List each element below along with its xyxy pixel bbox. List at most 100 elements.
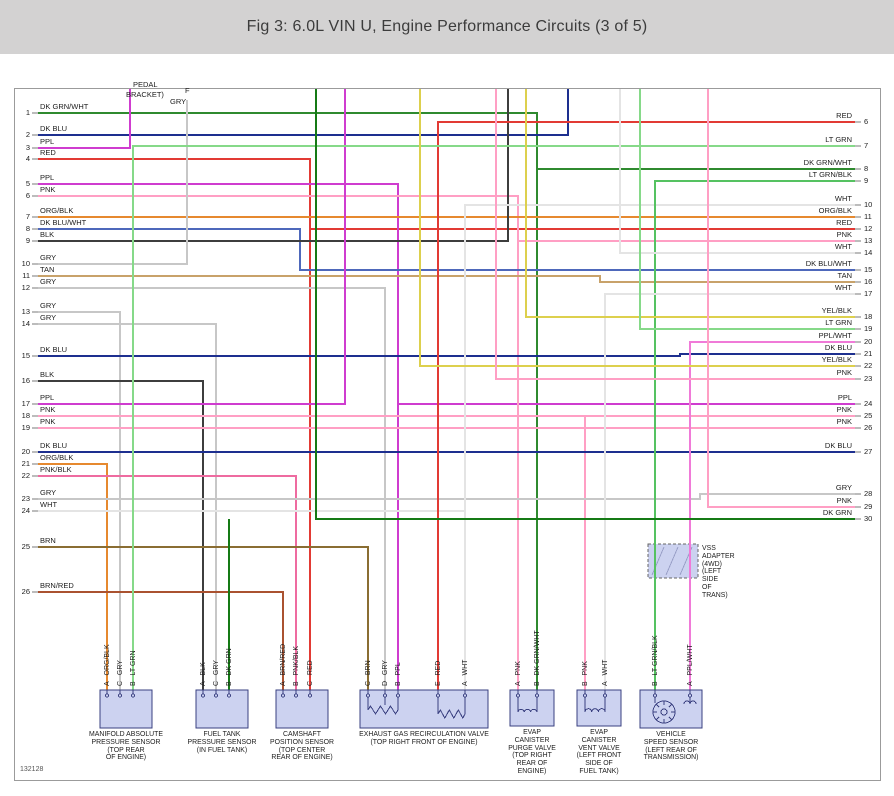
wire-lt-grn	[132, 145, 855, 690]
right-pin-number: 16	[864, 277, 873, 286]
right-pin-wire-label: PPL	[837, 393, 852, 402]
vss-hub	[660, 708, 668, 716]
right-pin-number: 19	[864, 324, 873, 333]
wire-gry	[38, 100, 188, 265]
left-pin-number: 5	[25, 179, 30, 188]
vss-adapter-label-line: (4WD)	[702, 560, 722, 568]
manifold-absolute-pressure-sensor-pin-terminal	[130, 693, 136, 698]
figure-id: 132128	[20, 766, 44, 773]
left-pin-wire-label: BRN/RED	[40, 581, 74, 590]
right-pin-number: 27	[864, 447, 873, 456]
wire-dk-blu	[38, 89, 569, 136]
right-pin-number: 26	[864, 423, 873, 432]
wire-pnk	[38, 195, 519, 690]
left-pin-wire-label: DK BLU	[40, 345, 68, 354]
left-pin-wire-label: DK BLU/WHT	[40, 218, 87, 227]
right-pin-wire-label: DK GRN	[822, 508, 852, 517]
left-pin-number: 24	[21, 506, 30, 515]
wire-pnk	[495, 89, 855, 380]
caption-line: ENGINE)	[517, 767, 547, 775]
wire-red	[38, 158, 311, 690]
left-pin-number: 9	[25, 236, 30, 245]
left-pin-wire-label: PNK/BLK	[40, 465, 72, 474]
exhaust-gas-recirculation-valve-caption: EXHAUST GAS RECIRCULATION VALVE (TOP RIGH…	[349, 731, 499, 747]
connector-pin-label: A BLK	[200, 662, 207, 686]
right-pin-number: 29	[864, 502, 873, 511]
connector-pin-label: C GRY	[117, 660, 124, 686]
vss-adapter-label-line: ADAPTER	[702, 552, 735, 560]
left-pin-wire-label: GRY	[40, 488, 57, 497]
left-pin-number: 11	[22, 271, 30, 280]
right-pin-wire-label: WHT	[834, 283, 852, 292]
manifold-absolute-pressure-sensor-caption: MANIFOLD ABSOLUTE PRESSURE SENSOR (TOP REA…	[51, 731, 201, 762]
wire-gry	[38, 323, 217, 690]
left-pin-wire-label: BRN	[40, 536, 56, 545]
right-pin-number: 11	[864, 212, 872, 221]
left-pin-number: 2	[25, 130, 30, 139]
connector-pin-label: A PPL/WHT	[687, 644, 694, 686]
left-pin-number: 18	[21, 411, 30, 420]
top-annotation: F	[185, 86, 190, 95]
caption-line: (LEFT REAR OF	[645, 746, 697, 754]
right-pin-wire-label: DK BLU	[824, 343, 852, 352]
right-pin-number: 6	[864, 117, 869, 126]
caption-line: PURGE VALVE	[508, 744, 556, 752]
left-pin-number: 10	[21, 259, 30, 268]
caption-line: VEHICLE	[656, 731, 686, 738]
connector-pin-label: C GRY	[213, 660, 220, 686]
left-pin-number: 13	[21, 307, 30, 316]
right-pin-wire-label: WHT	[834, 194, 852, 203]
vss-adapter-label: VSS ADAPTER (4WD) (LEFT SIDE OF TRANS)	[702, 545, 735, 600]
right-pin-number: 15	[864, 265, 873, 274]
left-pin-wire-label: BLK	[40, 230, 55, 239]
left-pin-wire-label: DK BLU	[40, 441, 68, 450]
camshaft-position-sensor-caption: CAMSHAFT POSITION SENSOR (TOP CENTER REAR O…	[227, 731, 377, 762]
wire-wht	[619, 89, 855, 254]
right-pin-number: 28	[864, 489, 873, 498]
left-pin-wire-label: GRY	[40, 277, 57, 286]
right-pin-number: 7	[864, 141, 869, 150]
vss-tooth	[655, 703, 660, 708]
camshaft-position-sensor-pin-terminal	[280, 693, 286, 698]
right-pin-number: 17	[864, 289, 873, 298]
left-pin-wire-label: PPL	[40, 137, 55, 146]
caption-line: VENT VALVE	[578, 744, 620, 752]
wire-yel-blk	[525, 89, 855, 318]
left-pin-wire-label: WHT	[40, 500, 58, 509]
right-pin-wire-label: LT GRN	[825, 318, 852, 327]
wire-pnk	[707, 89, 855, 508]
left-pin-wire-label: PPL	[40, 173, 55, 182]
vss-adapter-label-line: SIDE	[702, 576, 719, 584]
right-pin-wire-label: PNK	[836, 417, 852, 426]
left-pin-number: 4	[25, 154, 30, 163]
egr-resistor	[367, 705, 399, 715]
left-pin-wire-label: DK GRN/WHT	[40, 102, 89, 111]
wire-brn-red	[38, 591, 284, 690]
wire-ppl	[38, 89, 131, 149]
wire-brn	[38, 546, 369, 690]
solenoid-coil	[517, 708, 538, 713]
right-pin-wire-label: LT GRN/BLK	[808, 170, 852, 179]
caption-line: (IN FUEL TANK)	[196, 746, 248, 754]
right-pin-number: 12	[864, 224, 873, 233]
right-pin-wire-label: WHT	[834, 242, 852, 251]
caption-line: SPEED SENSOR	[643, 738, 699, 746]
connector-pin-label: B LT GRN	[130, 650, 137, 686]
right-pin-wire-label: TAN	[837, 271, 852, 280]
wire-dk-grn	[315, 89, 855, 520]
connector-pin-label: A WHT	[462, 659, 469, 686]
top-annotation: GRY	[170, 97, 187, 106]
caption-line: PRESSURE SENSOR	[91, 738, 161, 746]
right-pin-wire-label: PNK	[836, 368, 852, 377]
evap-canister-purge-valve-box	[509, 689, 555, 727]
wire-dk-blu	[38, 353, 855, 357]
left-pin-wire-label: PPL	[40, 393, 55, 402]
vss-tooth	[668, 716, 673, 721]
connector-pin-label: B PNK/BLK	[293, 645, 300, 686]
top-annotation: PEDAL	[133, 80, 158, 89]
left-pin-number: 22	[21, 471, 30, 480]
left-pin-wire-label: GRY	[40, 253, 57, 262]
wire-wht	[464, 204, 855, 690]
wire-dk-blu-wht	[38, 228, 855, 271]
left-pin-wire-label: PNK	[40, 185, 56, 194]
